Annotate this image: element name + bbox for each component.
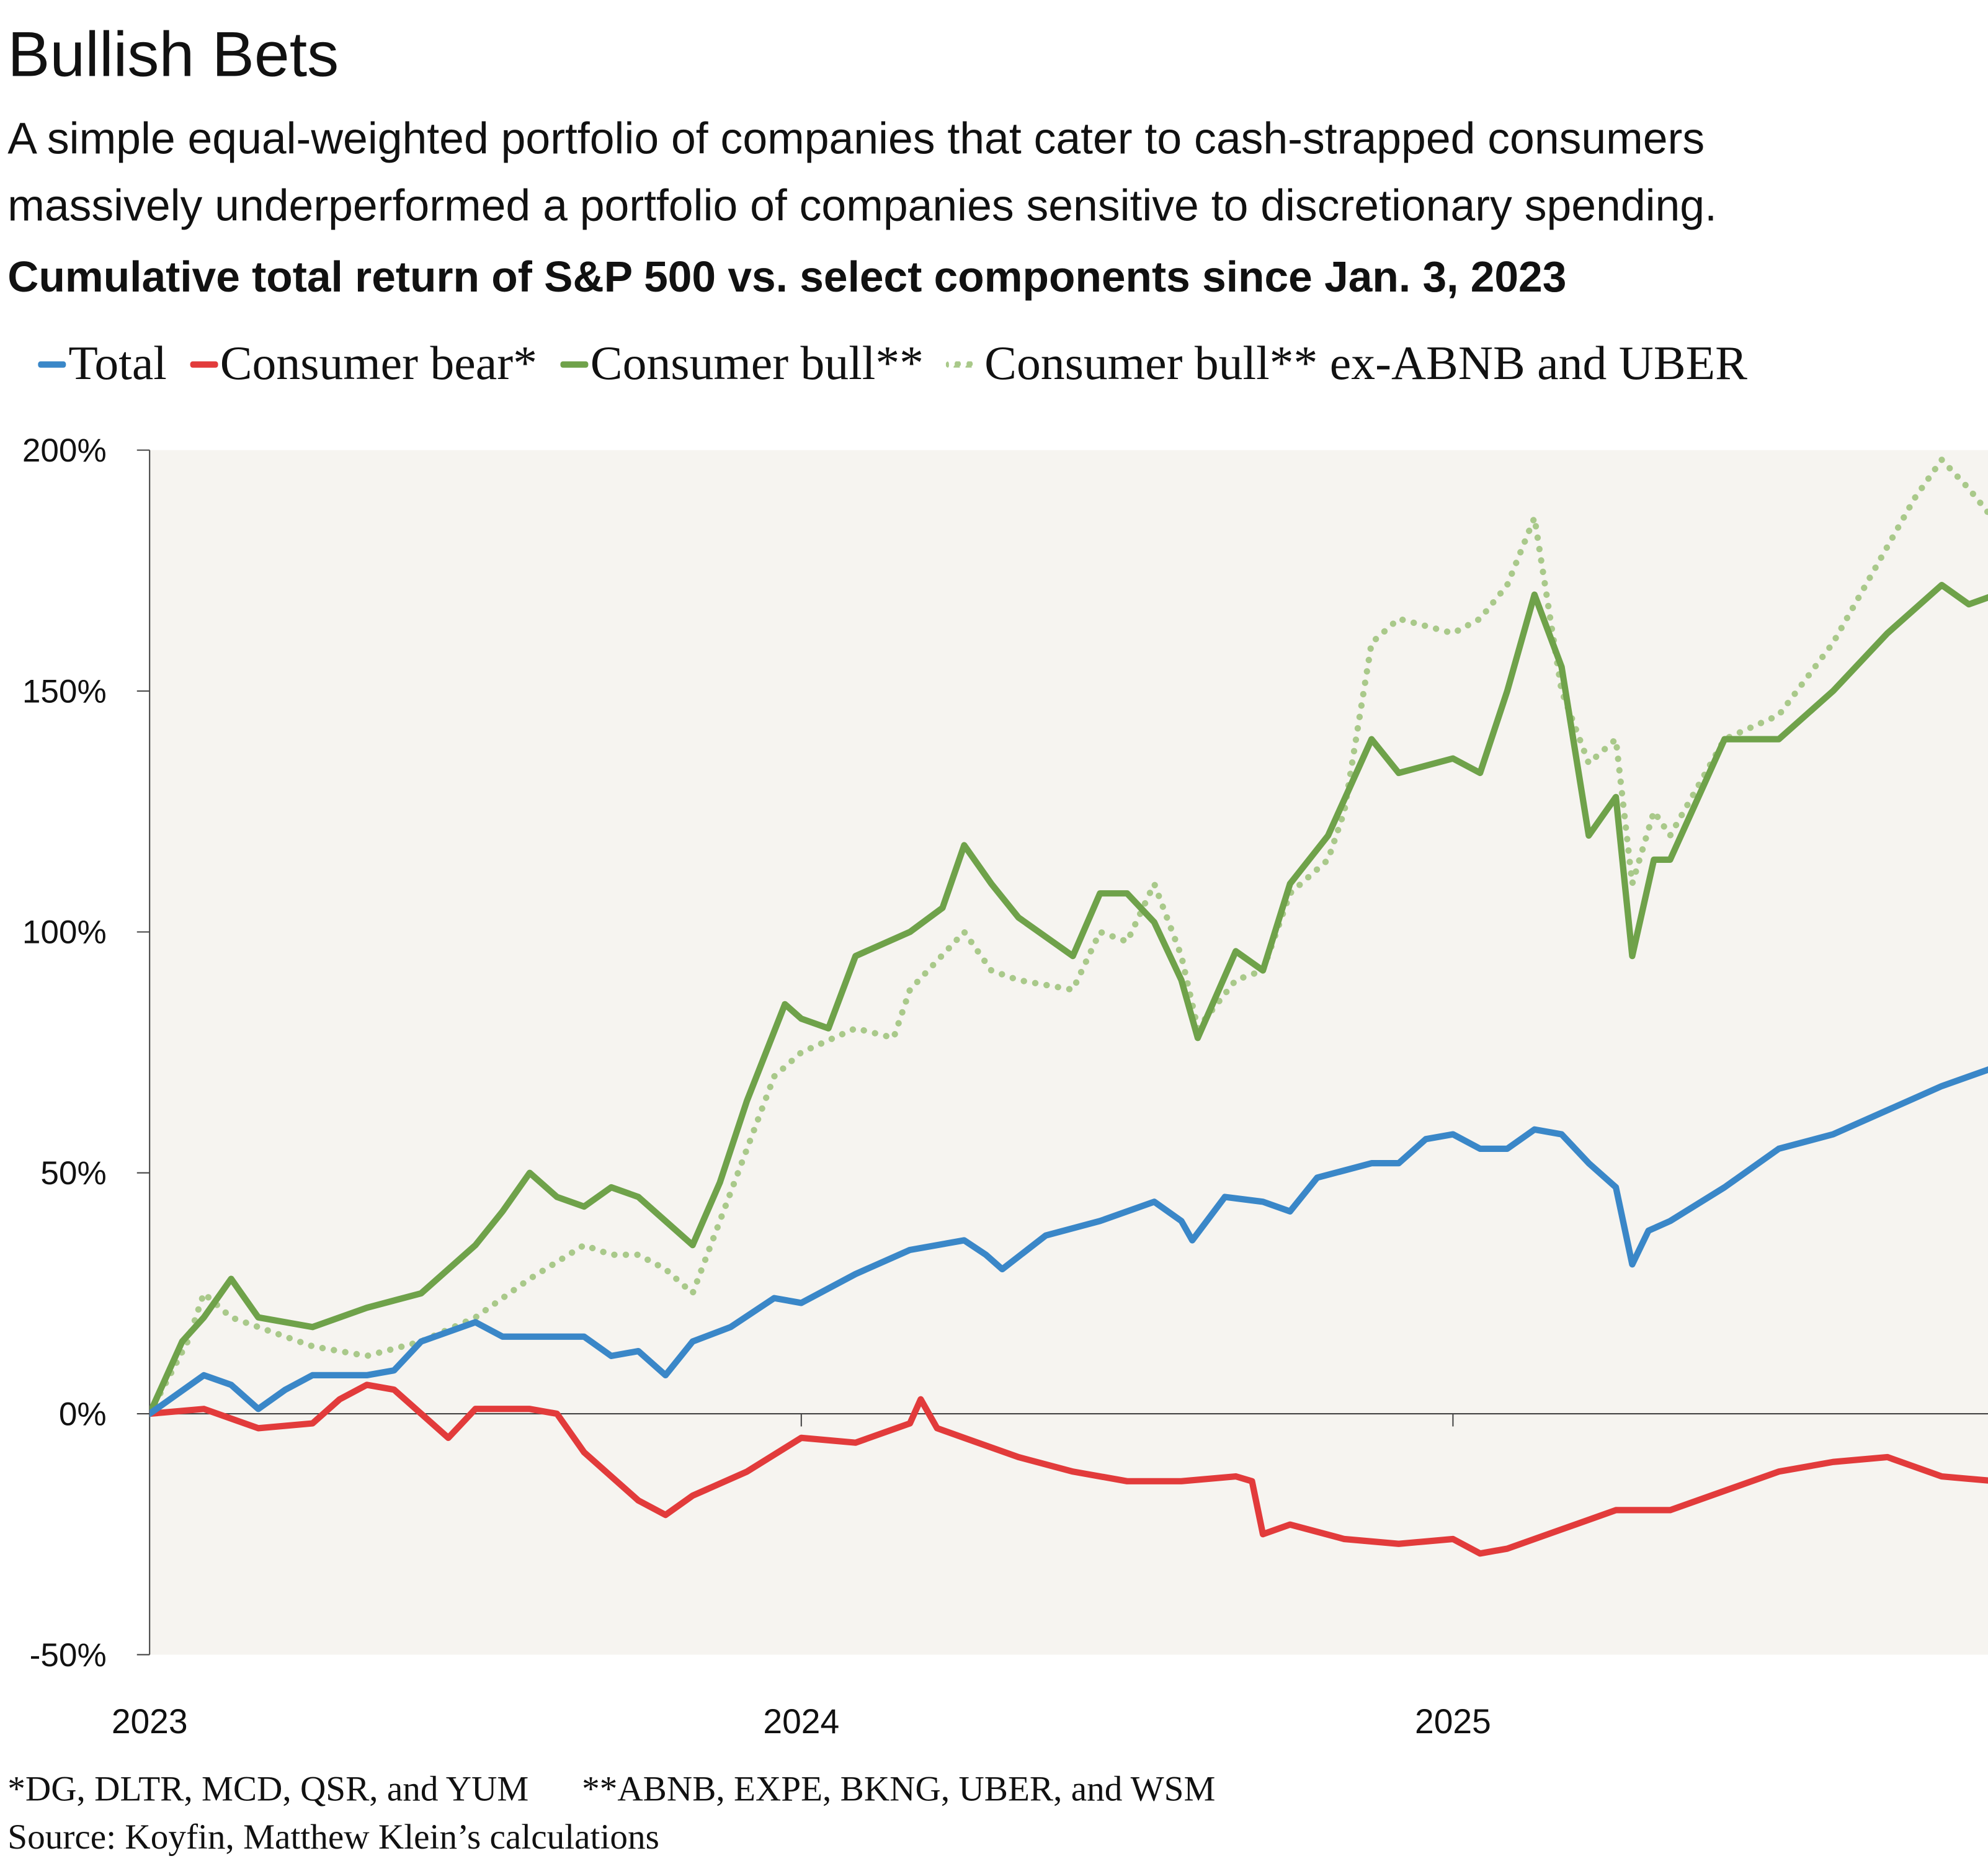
subtitle-line-1: A simple equal-weighted portfolio of com…: [7, 114, 1705, 164]
series-line-consumer-bull: [149, 581, 1988, 1417]
legend-swatch-total: [38, 360, 66, 367]
legend-label-bull: Consumer bull**: [590, 337, 924, 391]
x-tick-label: 2023: [112, 1702, 188, 1741]
legend-label-total: Total: [68, 337, 167, 391]
legend-swatch-bear: [189, 360, 218, 367]
subtitle-line-2: massively underperformed a portfolio of …: [7, 181, 1717, 231]
legend: Total Consumer bear* Consumer bull** Con…: [38, 336, 1747, 392]
footnote-source: Source: Koyfin, Matthew Klein’s calculat…: [7, 1818, 659, 1858]
series-line-consumer-bear: [149, 1381, 1988, 1557]
footnote-tickers: *DG, DLTR, MCD, QSR, and YUM **ABNB, EXP…: [7, 1770, 1216, 1809]
y-tick-label: 50%: [40, 1155, 106, 1192]
legend-item-bull-ex: Consumer bull** ex-ABNB and UBER: [946, 336, 1747, 392]
y-tick-label: 100%: [22, 914, 107, 951]
legend-label-bear: Consumer bear*: [220, 337, 537, 391]
y-tick-label: -50%: [30, 1637, 107, 1674]
y-tick-label: 150%: [22, 673, 107, 710]
legend-item-bull: Consumer bull**: [559, 336, 924, 392]
x-tick-label: 2025: [1415, 1702, 1491, 1741]
y-tick-label: 0%: [59, 1396, 107, 1432]
legend-swatch-bull-ex: [946, 360, 974, 367]
page-title: Bullish Bets: [7, 19, 339, 91]
legend-item-bear: Consumer bear*: [189, 336, 537, 392]
chart-title: Cumulative total return of S&P 500 vs. s…: [7, 253, 1567, 302]
legend-item-total: Total: [38, 336, 167, 392]
y-tick-label: 200%: [22, 432, 107, 469]
legend-label-bull-ex: Consumer bull** ex-ABNB and UBER: [984, 337, 1747, 391]
x-tick-label: 2024: [763, 1702, 839, 1741]
legend-swatch-bull: [559, 360, 588, 367]
plot-background: [149, 450, 1988, 1655]
series-line-consumer-bull-ex-abnb-and-uber: [149, 457, 1988, 1417]
series-line-total: [149, 1066, 1988, 1417]
